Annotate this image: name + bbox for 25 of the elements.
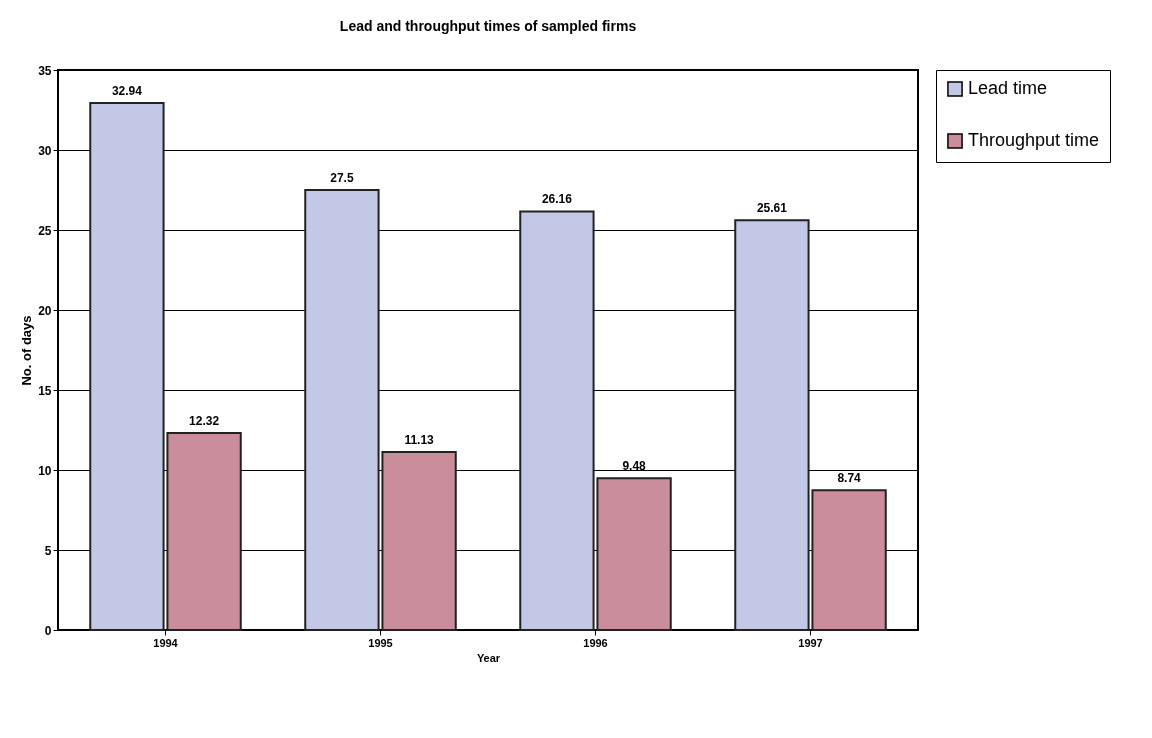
data-label: 9.48 [622, 459, 647, 474]
data-label: 25.61 [756, 201, 788, 216]
legend-label: Lead time [968, 78, 1048, 98]
data-label: 32.94 [111, 83, 143, 98]
y-axis-title: No. of days [19, 315, 35, 386]
y-tick-label: 30 [38, 143, 52, 158]
data-label: 27.5 [330, 171, 354, 185]
data-label: 8.74 [837, 471, 862, 486]
x-tick-label: 1996 [583, 636, 608, 649]
x-tick-label: 1995 [368, 636, 393, 649]
x-tick-label: 1994 [153, 636, 179, 649]
data-label: 26.16 [541, 192, 573, 207]
y-tick-label: 10 [38, 463, 52, 478]
data-label: 11.13 [404, 432, 435, 447]
data-label: 12.32 [189, 413, 220, 428]
y-tick-label: 5 [44, 543, 52, 558]
y-tick-label: 15 [38, 383, 52, 398]
y-tick-label: 35 [38, 63, 52, 78]
y-tick-label: 0 [44, 623, 52, 638]
x-axis-title: Year [476, 651, 501, 664]
y-tick-label: 25 [38, 223, 52, 238]
x-tick-label: 1997 [798, 636, 823, 649]
legend-label: Throughput time [968, 130, 1100, 150]
chart-title: Lead and throughput times of sampled firms [339, 18, 637, 34]
y-tick-label: 20 [38, 303, 52, 318]
